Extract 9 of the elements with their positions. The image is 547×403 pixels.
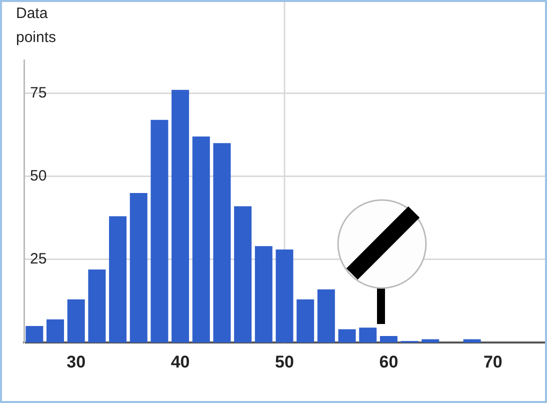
y-tick-label: 75 [30, 84, 47, 102]
x-tick-label: 60 [379, 352, 398, 372]
y-axis-title: Data points [16, 4, 58, 48]
x-tick-label: 50 [275, 352, 294, 372]
x-tick-label: 30 [66, 352, 86, 372]
y-tick-label: 50 [30, 168, 47, 185]
y-tick-label: 25 [30, 250, 47, 268]
x-tick-label: 40 [170, 352, 190, 372]
x-tick-label: 70 [483, 352, 502, 372]
